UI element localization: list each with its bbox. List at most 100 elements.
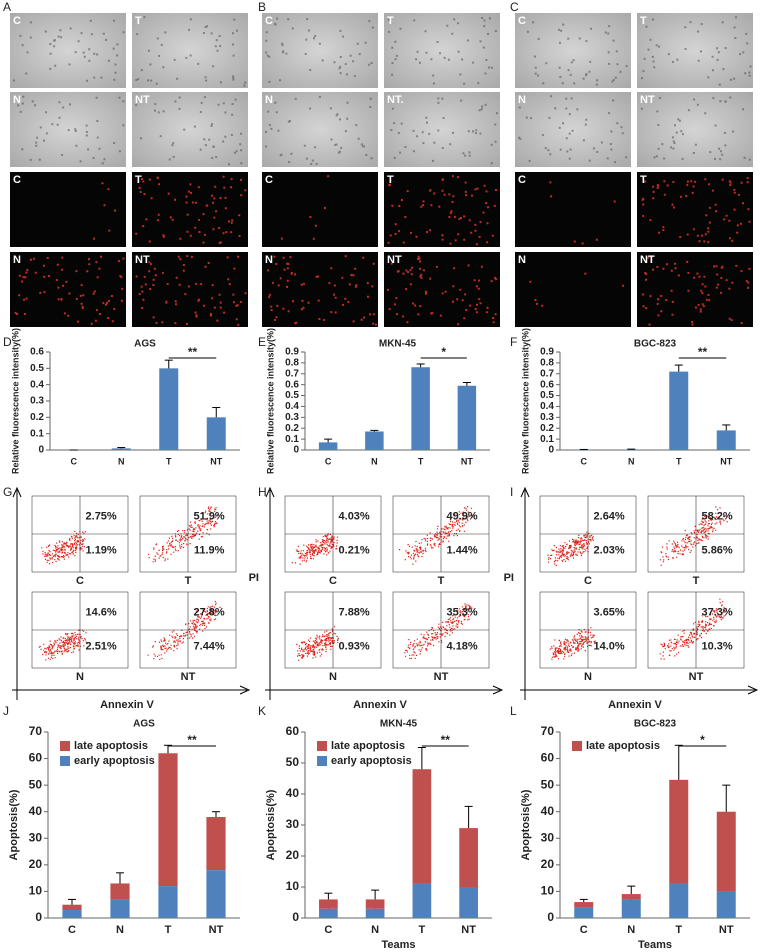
legend-swatch — [60, 756, 70, 766]
y-tick-label: 50 — [29, 777, 43, 791]
quadrant-value: 5.86% — [702, 545, 733, 557]
y-tick-label: 0.5 — [30, 363, 44, 374]
y-axis-label: Relative fluorescence intensity(%) — [265, 328, 275, 474]
tile-label: T — [135, 174, 142, 186]
cells — [13, 95, 125, 165]
y-tick-label: 60 — [541, 751, 555, 765]
bar — [365, 431, 384, 450]
quadrant-value: 2.51% — [86, 641, 117, 653]
y-tick-label: 10 — [29, 884, 43, 898]
tile-label: T — [640, 15, 647, 27]
quadrant-value: 4.03% — [339, 510, 370, 522]
tile-label: NT — [387, 254, 402, 266]
quadrant-value: 3.65% — [594, 606, 625, 618]
panel-label: A — [3, 0, 11, 14]
quadrant-value: 2.64% — [594, 510, 625, 522]
y-tick-label: 0.6 — [540, 379, 554, 390]
y-tick-label: 40 — [541, 804, 555, 818]
x-tick-label: NT — [720, 456, 732, 466]
tile-label: C — [518, 15, 526, 27]
significance: * — [700, 733, 705, 747]
arrow-head — [265, 486, 275, 498]
y-tick-label: 20 — [541, 857, 555, 871]
significance: ** — [187, 733, 197, 747]
quadrant-value: 1.44% — [447, 545, 478, 557]
y-tick-label: 50 — [286, 755, 300, 769]
tile-label: N — [13, 254, 21, 266]
y-tick-label: 0.3 — [540, 412, 554, 423]
bar-segment — [365, 908, 385, 918]
quadrant-value: 4.18% — [447, 641, 478, 653]
cells — [390, 97, 498, 165]
bar-segment — [574, 907, 594, 918]
x-tick-label: C — [68, 924, 76, 936]
y-tick-label: 0.3 — [30, 396, 44, 407]
legend-swatch — [572, 741, 582, 751]
y-tick-label: 40 — [286, 786, 300, 800]
bar-segment — [319, 908, 338, 918]
tile-label: C — [265, 15, 273, 27]
quadrant-value: 1.19% — [86, 545, 117, 557]
events — [399, 506, 474, 565]
y-tick-label: 0 — [293, 445, 299, 456]
chart-title: MKN-45 — [380, 719, 418, 730]
y-tick-label: 40 — [29, 804, 43, 818]
events — [296, 626, 339, 661]
y-tick-label: 10 — [541, 884, 555, 898]
bar-segment — [716, 811, 736, 892]
x-tick-label: T — [676, 456, 682, 466]
x-axis-label: Teams — [381, 939, 415, 951]
micrograph — [262, 252, 378, 327]
panel-label: E — [258, 335, 266, 349]
y-tick-label: 10 — [286, 879, 300, 893]
plot-name: T — [185, 575, 192, 587]
tile-label: T — [135, 15, 142, 27]
micrograph — [384, 92, 500, 167]
bar — [457, 385, 477, 450]
x-tick-label: T — [166, 456, 172, 466]
cells — [265, 96, 373, 165]
tile-label: NT — [640, 94, 655, 106]
events — [547, 531, 594, 566]
quadrant-value: 2.03% — [594, 545, 625, 557]
y-tick-label: 0.2 — [540, 423, 554, 434]
bar-segment — [365, 899, 385, 909]
bar-segment — [716, 891, 736, 918]
x-axis-label: Annexin V — [608, 699, 662, 711]
tile-label: C — [518, 174, 526, 186]
y-tick-label: 0.3 — [285, 412, 299, 423]
micrograph — [10, 252, 126, 327]
events — [148, 506, 219, 563]
panel-label: J — [3, 704, 9, 718]
micrograph — [515, 92, 631, 167]
x-tick-label: NT — [209, 924, 224, 936]
plot-name: NT — [434, 671, 449, 683]
panel-label: K — [258, 704, 266, 718]
tile-label: N — [265, 254, 273, 266]
quadrant-value: 7.88% — [339, 606, 370, 618]
y-tick-label: 0.8 — [540, 358, 554, 369]
arrow-head — [520, 486, 530, 498]
x-tick-label: N — [371, 456, 378, 466]
cells — [135, 255, 247, 326]
x-tick-label: NT — [210, 456, 222, 466]
x-tick-label: N — [116, 924, 124, 936]
micrograph — [262, 13, 378, 88]
legend-label: late apoptosis — [331, 740, 405, 752]
panel-label: H — [258, 485, 267, 499]
panel-label: I — [510, 485, 513, 499]
panel-label: C — [510, 0, 519, 14]
x-tick-label: C — [580, 924, 588, 936]
tile-label: NT — [135, 94, 150, 106]
chart-title: BGC-823 — [634, 719, 677, 730]
tile-label: N — [265, 94, 273, 106]
micrograph — [132, 92, 248, 167]
quadrant-value: 51.9% — [194, 510, 225, 522]
micrograph — [384, 13, 500, 88]
quadrant-value: 0.93% — [339, 641, 370, 653]
y-axis-label: Relative fluorescence intensity(%) — [520, 328, 530, 474]
x-tick-label: NT — [719, 924, 734, 936]
y-tick-label: 0.6 — [30, 347, 44, 358]
y-axis-label: Apoptosis(%) — [520, 789, 532, 860]
